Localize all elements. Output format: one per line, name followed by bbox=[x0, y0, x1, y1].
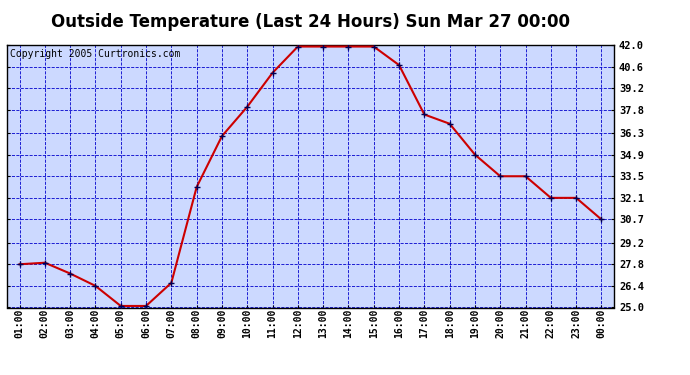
Text: Copyright 2005 Curtronics.com: Copyright 2005 Curtronics.com bbox=[10, 49, 180, 59]
Text: Outside Temperature (Last 24 Hours) Sun Mar 27 00:00: Outside Temperature (Last 24 Hours) Sun … bbox=[51, 13, 570, 31]
